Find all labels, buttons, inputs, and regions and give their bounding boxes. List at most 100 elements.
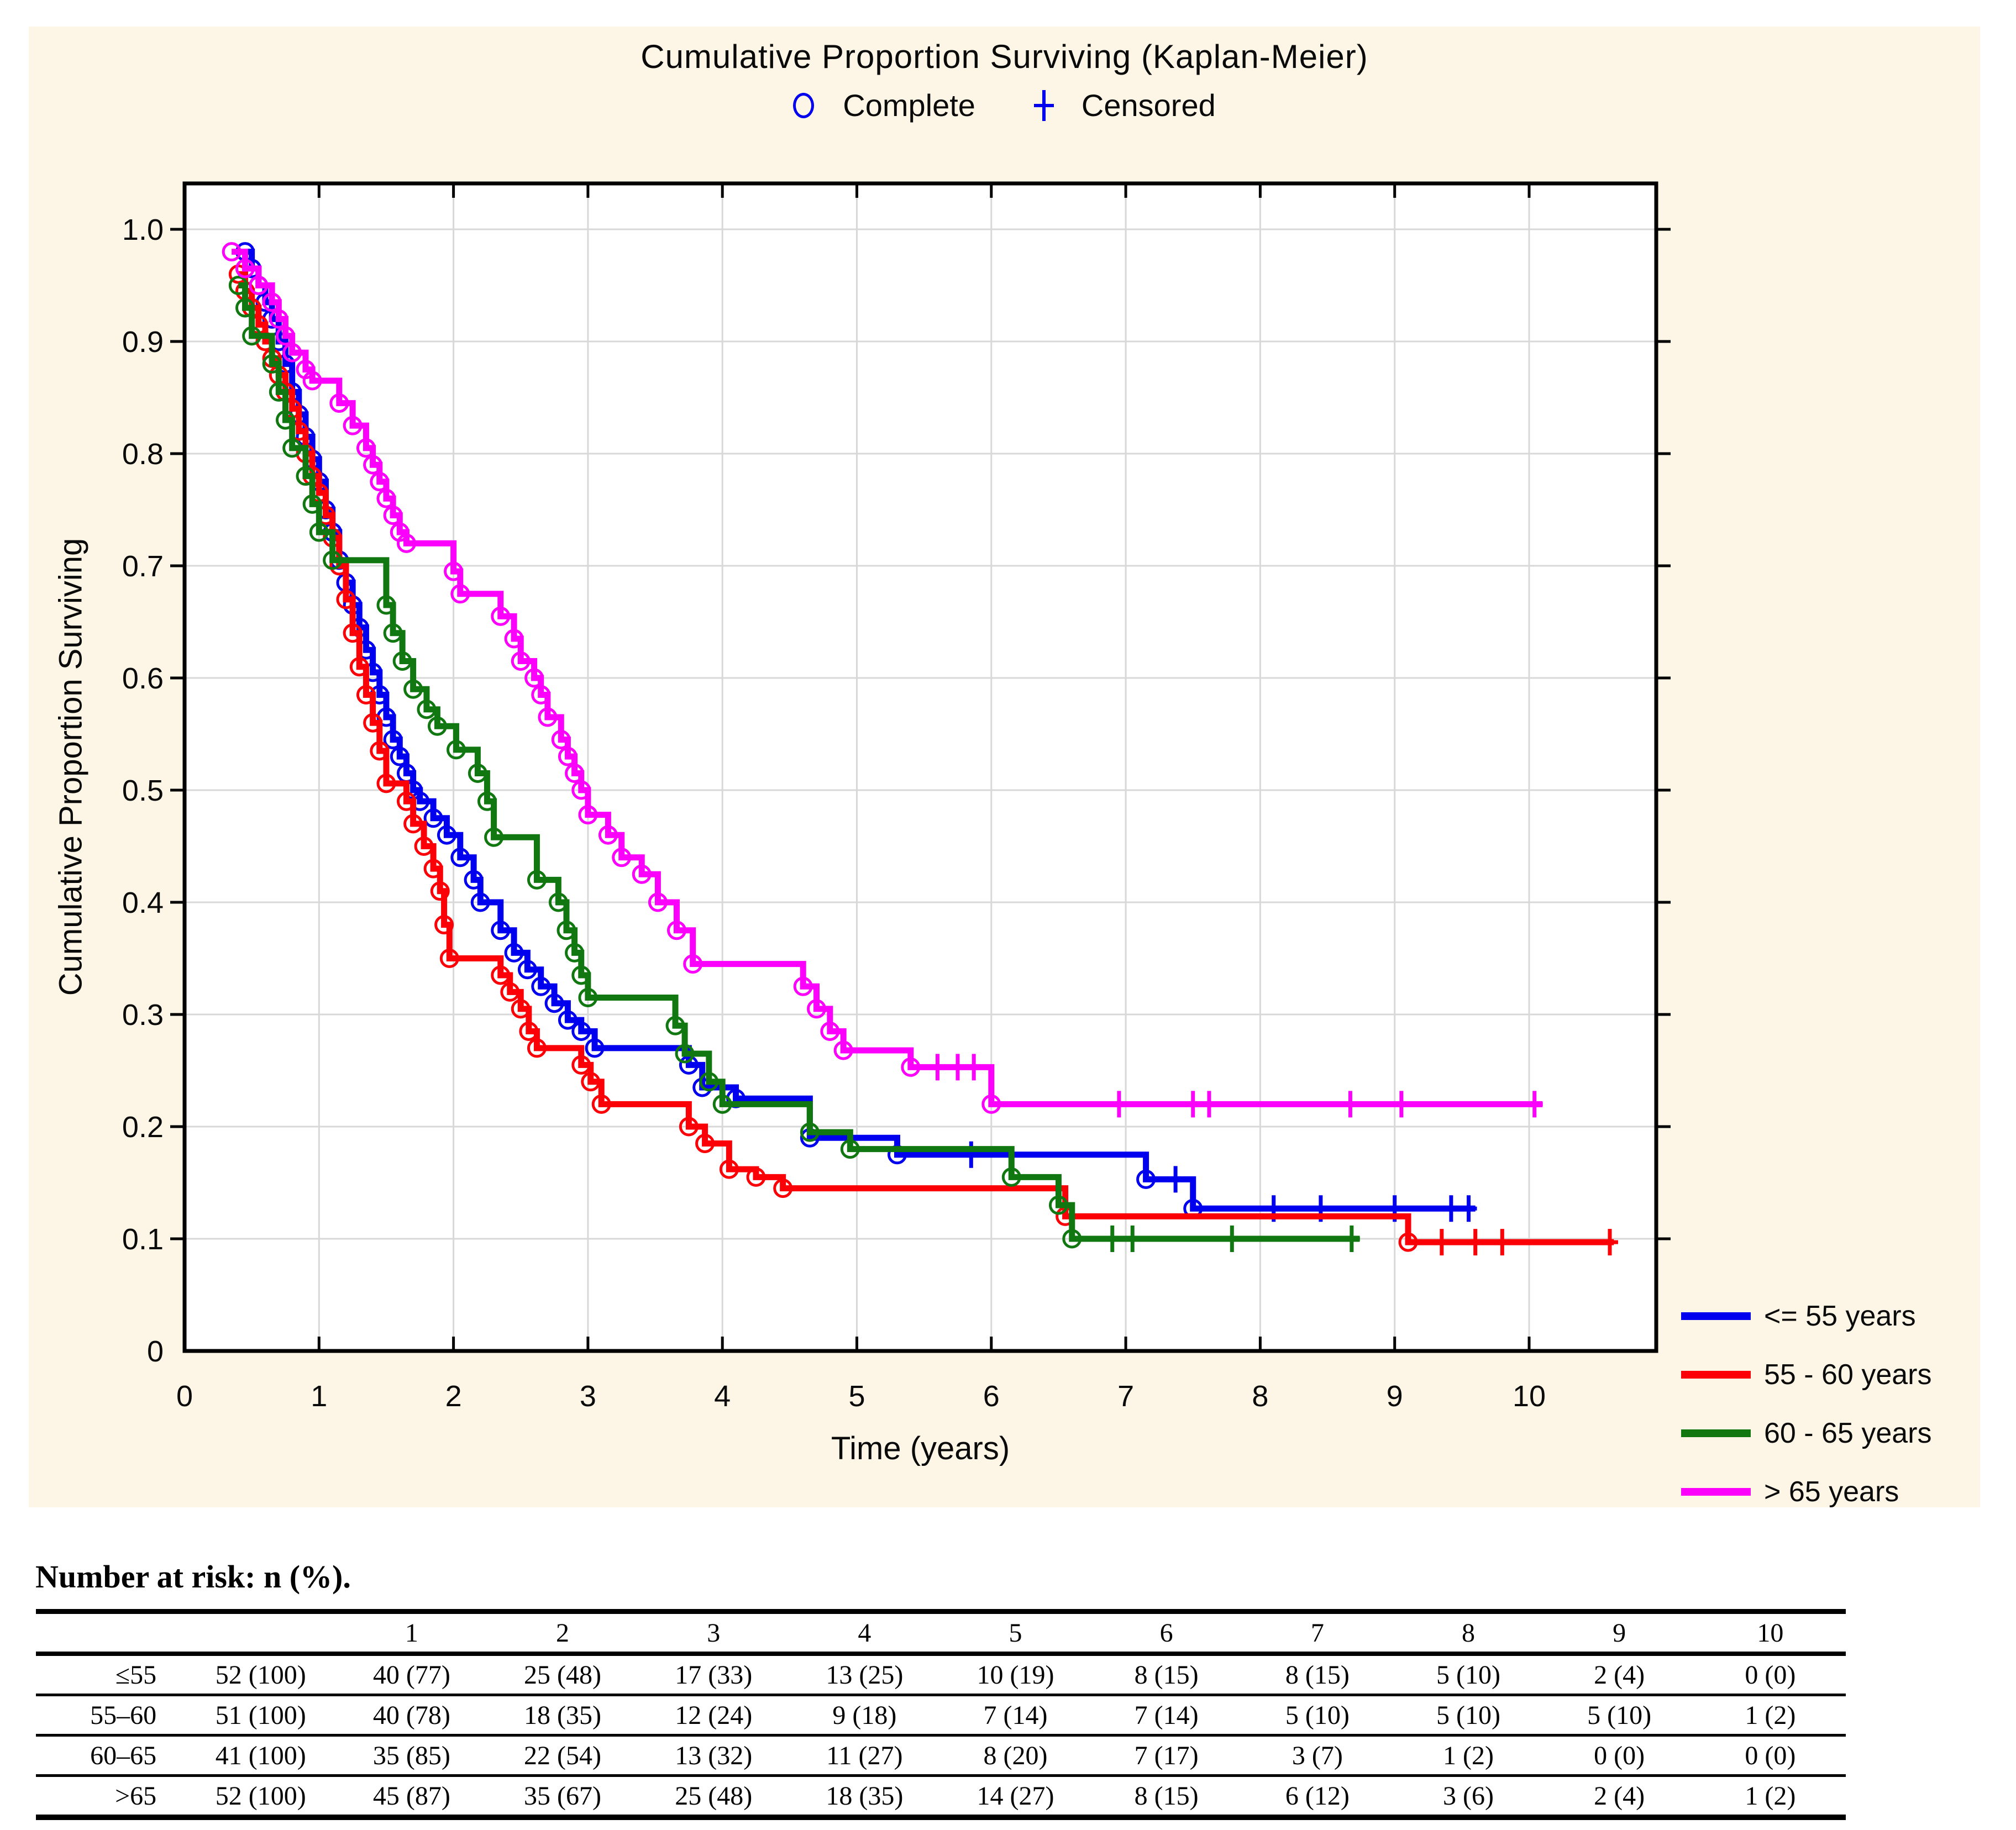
- legend-item-2: 60 - 65 years: [1681, 1414, 1932, 1452]
- y-tick-label: 0: [147, 1335, 164, 1368]
- legend-line-swatch: [1681, 1429, 1751, 1437]
- complete-marker-circle: [403, 679, 423, 699]
- complete-marker-circle: [1001, 1167, 1021, 1187]
- risk-cell: 8 (15): [1285, 1660, 1350, 1690]
- complete-marker-circle: [571, 1055, 591, 1075]
- complete-marker-circle: [437, 825, 456, 845]
- complete-marker-circle: [695, 1133, 715, 1153]
- risk-cell: 18 (35): [826, 1781, 904, 1811]
- complete-marker-circle: [275, 326, 295, 346]
- complete-marker-circle: [302, 494, 322, 514]
- complete-marker-circle: [1398, 1232, 1418, 1252]
- complete-marker-circle: [423, 859, 443, 879]
- complete-marker-circle: [430, 881, 450, 901]
- risk-header-row: 1 2 3 4 5 6 7 8 9 10: [36, 1612, 1846, 1654]
- risk-cell: 40 (77): [372, 1660, 450, 1690]
- complete-marker-circle: [1136, 1169, 1156, 1189]
- risk-col-header: 10: [1757, 1618, 1784, 1648]
- complete-marker-circle: [665, 1016, 685, 1035]
- risk-cell: 8 (20): [983, 1740, 1048, 1770]
- complete-marker-circle: [500, 982, 520, 1002]
- complete-marker-circle: [383, 623, 403, 643]
- risk-cell: 40 (78): [372, 1700, 450, 1730]
- risk-cell: 1 (2): [1745, 1781, 1796, 1811]
- risk-row-label: 60–65: [90, 1740, 157, 1770]
- marker-legend-censored-label: Censored: [1081, 88, 1216, 123]
- risk-col-header: 1: [405, 1618, 418, 1648]
- y-tick-label: 0.6: [122, 662, 164, 695]
- complete-marker-circle: [571, 965, 591, 985]
- risk-cell: 1 (2): [1745, 1700, 1796, 1730]
- complete-marker-circle: [343, 623, 363, 643]
- y-tick-label: 0.3: [122, 998, 164, 1032]
- complete-marker-circle: [370, 741, 390, 761]
- complete-marker-circle: [450, 848, 470, 867]
- complete-marker-circle: [262, 354, 282, 374]
- complete-marker-circle: [396, 791, 416, 811]
- complete-marker-circle: [527, 1038, 547, 1058]
- risk-cell: 52 (100): [215, 1781, 306, 1811]
- risk-cell: 5 (10): [1587, 1700, 1652, 1730]
- complete-marker-circle: [269, 382, 288, 402]
- y-tick-label: 1.0: [122, 213, 164, 246]
- complete-marker-circle: [302, 371, 322, 391]
- complete-marker-circle: [511, 651, 531, 671]
- risk-row-1: 55–60 51 (100) 40 (78) 18 (35) 12 (24) 9 (18)…: [36, 1695, 1846, 1736]
- complete-marker-circle: [683, 954, 703, 974]
- legend-line-swatch: [1681, 1488, 1751, 1496]
- risk-cell: 0 (0): [1594, 1740, 1645, 1770]
- risk-row-label: ≤55: [115, 1660, 157, 1690]
- complete-marker-circle: [773, 1179, 793, 1198]
- risk-col-header: 9: [1613, 1618, 1626, 1648]
- complete-marker-circle: [414, 837, 434, 856]
- risk-cell: 7 (14): [1134, 1700, 1199, 1730]
- complete-marker-circle: [222, 242, 242, 262]
- complete-marker-circle: [282, 343, 302, 362]
- complete-marker-circle: [434, 915, 454, 935]
- complete-marker-circle: [470, 892, 490, 912]
- complete-marker-circle: [699, 1072, 719, 1092]
- complete-marker-circle: [269, 309, 288, 329]
- series-legend: <= 55 years 55 - 60 years 60 - 65 years > 6…: [1681, 1297, 1932, 1511]
- risk-col-header: 2: [556, 1618, 570, 1648]
- complete-marker-circle: [450, 584, 470, 604]
- x-tick-label: 10: [1513, 1380, 1546, 1413]
- risk-cell: 35 (67): [524, 1781, 602, 1811]
- complete-marker-circle: [329, 393, 349, 413]
- complete-marker-circle: [356, 438, 376, 458]
- complete-marker-circle: [439, 949, 459, 968]
- risk-cell: 12 (24): [675, 1700, 753, 1730]
- complete-marker-circle: [484, 827, 504, 847]
- x-tick-label: 9: [1387, 1380, 1403, 1413]
- tick-labels: 0 1 2 3 4 5 6 7 8 9 10 1.0 0.9 0.8 0.7 0.6 0.5 0.4 0.3 0.2 0…: [122, 213, 1546, 1413]
- complete-marker-circle: [468, 764, 487, 783]
- complete-marker-circle: [901, 1057, 921, 1077]
- risk-cell: 51 (100): [215, 1700, 306, 1730]
- risk-cell: 0 (0): [1745, 1740, 1796, 1770]
- x-tick-label: 0: [176, 1380, 193, 1413]
- risk-cell: 3 (6): [1442, 1781, 1494, 1811]
- risk-cell: 18 (35): [524, 1700, 602, 1730]
- y-tick-label: 0.1: [122, 1223, 164, 1256]
- x-tick-label: 3: [580, 1380, 596, 1413]
- legend-label: <= 55 years: [1764, 1300, 1916, 1332]
- complete-marker-circle: [262, 292, 282, 312]
- legend-line-swatch: [1681, 1371, 1751, 1379]
- complete-marker-circle: [349, 657, 369, 677]
- risk-cell: 17 (33): [675, 1660, 753, 1690]
- risk-cell: 45 (87): [372, 1781, 450, 1811]
- x-tick-label: 7: [1117, 1380, 1134, 1413]
- risk-cell: 10 (19): [977, 1660, 1054, 1690]
- risk-cell: 14 (27): [977, 1781, 1054, 1811]
- complete-marker-circle: [1062, 1229, 1082, 1249]
- y-tick-label: 0.9: [122, 325, 164, 359]
- complete-marker-circle: [565, 764, 585, 783]
- complete-marker-circle: [242, 326, 262, 346]
- complete-marker-circle: [235, 298, 255, 318]
- risk-col-header: 3: [707, 1618, 721, 1648]
- marker-legend-complete-label: Complete: [843, 88, 975, 123]
- axis-ticks: [170, 183, 1671, 1351]
- risk-cell: 3 (7): [1292, 1740, 1343, 1770]
- complete-marker-circle: [524, 668, 544, 688]
